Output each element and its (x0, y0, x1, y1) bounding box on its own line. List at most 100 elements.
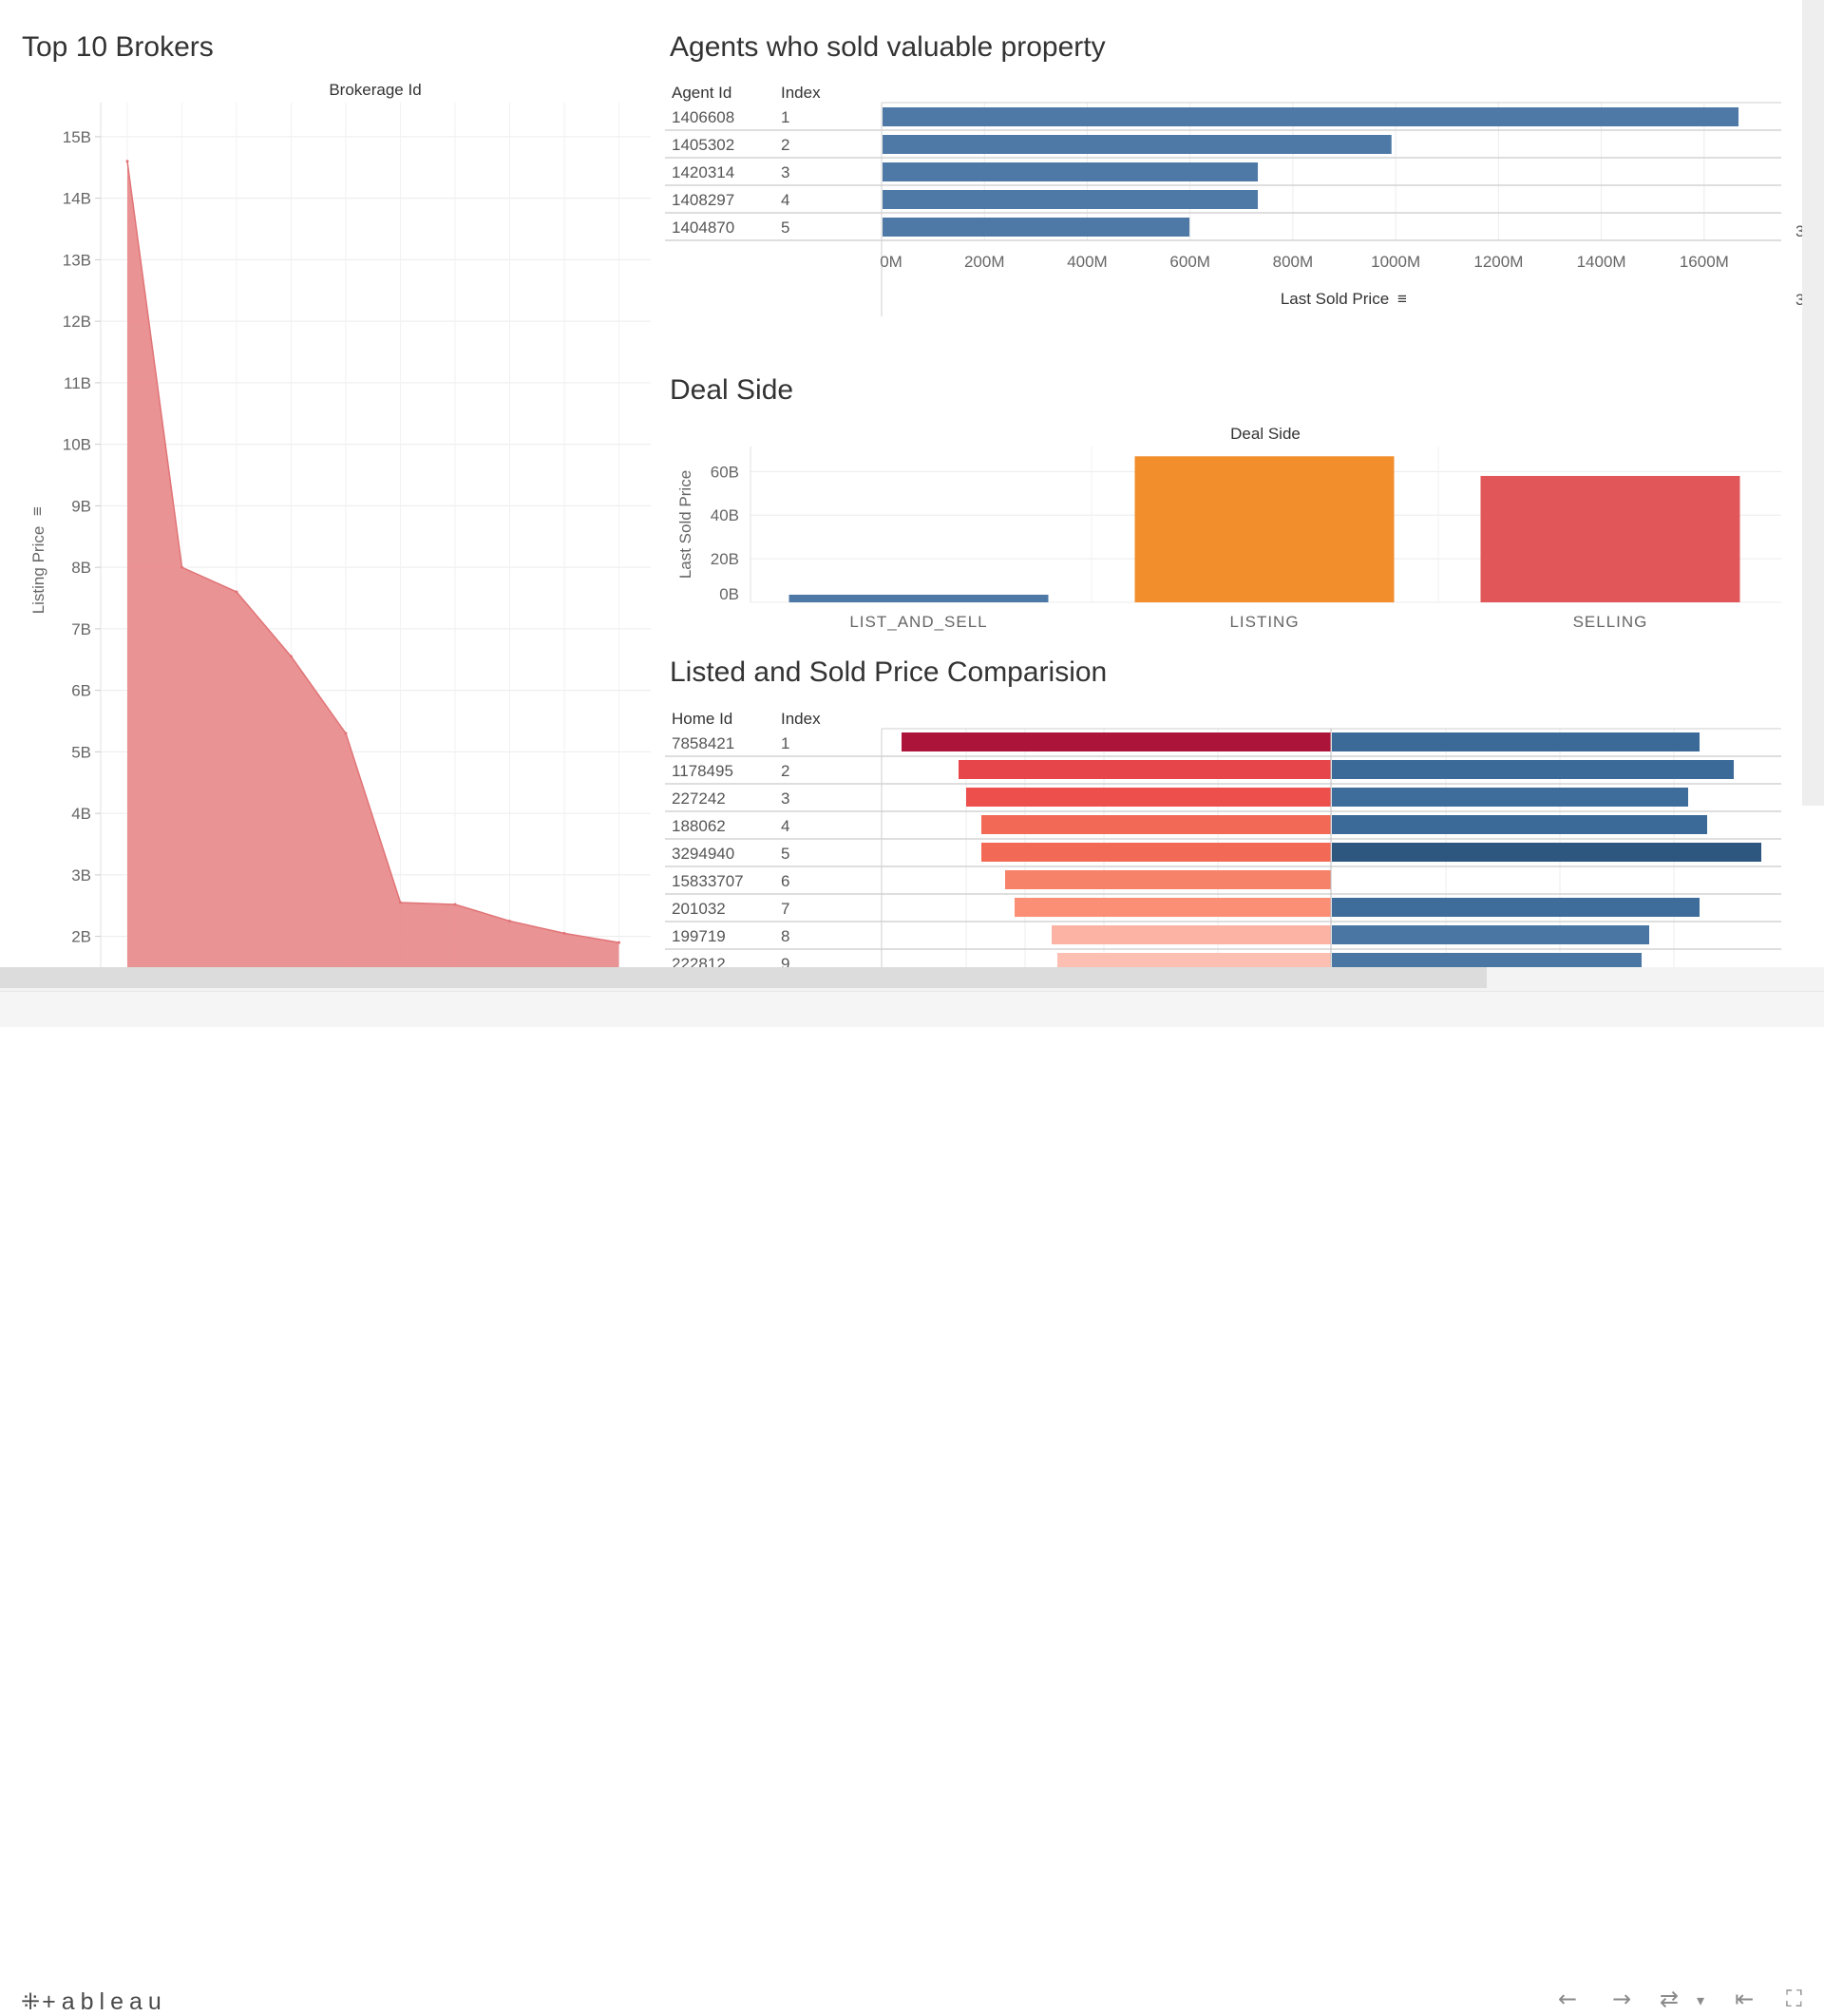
agents-x-tick-label: 800M (1273, 253, 1314, 271)
horizontal-scroll-thumb[interactable] (0, 967, 1487, 988)
agent-bar[interactable] (883, 218, 1190, 237)
agents-col-agent-id: Agent Id (672, 84, 732, 102)
agents-x-axis-label: Last Sold Price (1281, 290, 1389, 308)
brokers-data-point[interactable] (344, 732, 348, 735)
deal-column-header: Deal Side (1230, 425, 1301, 443)
brokers-data-point[interactable] (290, 655, 293, 658)
brokers-ylabel-group: Listing Price ≡ (28, 506, 48, 614)
home-index-cell: 8 (781, 927, 789, 945)
agents-x-tick-label: 400M (1067, 253, 1108, 271)
home-index-cell: 2 (781, 762, 789, 780)
home-index-cell: 3 (781, 789, 789, 808)
home-id-cell: 1178495 (672, 762, 733, 780)
brokers-data-point[interactable] (125, 160, 129, 163)
tableau-logo[interactable]: ⁜+ableau (21, 1988, 167, 2016)
sold-price-bar[interactable] (1332, 925, 1649, 944)
sort-icon[interactable]: ≡ (1397, 290, 1407, 308)
sort-icon[interactable]: ≡ (28, 506, 47, 516)
brokers-data-point[interactable] (562, 931, 566, 935)
deal-title: Deal Side (670, 374, 793, 406)
deal-y-tick-label: 20B (711, 550, 739, 568)
agent-index-cell: 3 (781, 163, 789, 181)
deal-category-label: SELLING (1573, 613, 1648, 631)
agent-bar[interactable] (883, 190, 1259, 209)
brokers-title: Top 10 Brokers (22, 31, 214, 63)
home-id-cell: 188062 (672, 817, 726, 835)
sold-price-bar[interactable] (1332, 898, 1700, 917)
brokers-y-tick-label: 4B (71, 805, 91, 823)
listed-price-bar[interactable] (959, 760, 1331, 779)
listed-price-bar[interactable] (981, 815, 1331, 834)
compare-table: 7858421 1 1178495 2 227242 3 188062 4 3294940 5 15… (665, 728, 1781, 978)
home-id-cell: 3294940 (672, 845, 734, 863)
tableau-wordmark: +ableau (42, 1988, 167, 2015)
brokers-data-point[interactable] (180, 565, 183, 569)
agent-bar[interactable] (883, 107, 1739, 126)
tableau-footer: ⁜+ableau ← → ⇄ ▾ ⇤ ⛶ (0, 991, 1824, 2015)
listed-price-bar[interactable] (902, 732, 1331, 751)
vertical-scrollbar[interactable] (1802, 0, 1824, 806)
sold-price-bar[interactable] (1332, 732, 1700, 751)
compare-col-index: Index (781, 710, 821, 728)
brokers-data-point[interactable] (508, 919, 511, 922)
brokers-data-point[interactable] (618, 941, 620, 944)
brokers-y-tick-label: 15B (63, 128, 91, 146)
brokers-data-point[interactable] (399, 901, 402, 904)
deal-bar[interactable] (1134, 456, 1395, 602)
agents-x-tick-label: 1400M (1577, 253, 1626, 271)
brokers-y-tick-label: 2B (71, 928, 91, 946)
sold-price-bar[interactable] (1332, 760, 1734, 779)
home-index-cell: 4 (781, 817, 789, 835)
agent-bar[interactable] (883, 135, 1392, 154)
listed-price-bar[interactable] (966, 788, 1331, 807)
brokers-data-point[interactable] (235, 590, 238, 594)
brokers-y-tick-label: 7B (71, 620, 91, 638)
deal-category-label: LISTING (1229, 613, 1299, 631)
fullscreen-icon[interactable]: ⛶ (1786, 1986, 1802, 2012)
redo-icon[interactable]: → (1612, 1986, 1632, 2012)
brokers-data-point[interactable] (453, 903, 457, 906)
undo-icon[interactable]: ← (1558, 1986, 1578, 2012)
sold-price-bar[interactable] (1332, 815, 1707, 834)
deal-y-ticks: 60B 40B 20B 0B (711, 463, 739, 603)
sold-price-bar[interactable] (1332, 788, 1688, 807)
brokers-y-tick-label: 9B (71, 497, 91, 515)
dashboard: Top 10 Brokers Brokerage Id Listing Pric… (22, 31, 1804, 978)
deal-y-tick-label: 60B (711, 463, 739, 481)
home-index-cell: 5 (781, 845, 789, 863)
listed-price-bar[interactable] (981, 843, 1331, 862)
deal-bar[interactable] (788, 594, 1049, 602)
brokers-y-tick-label: 11B (64, 374, 91, 392)
home-id-cell: 199719 (672, 927, 726, 945)
agents-col-index: Index (781, 84, 821, 102)
deal-bar[interactable] (1480, 475, 1740, 602)
listed-price-bar[interactable] (1015, 898, 1331, 917)
agent-bar[interactable] (883, 162, 1259, 181)
sold-price-bar[interactable] (1332, 843, 1761, 862)
home-index-cell: 6 (781, 872, 789, 890)
agent-index-cell: 1 (781, 108, 789, 126)
agent-id-cell: 1404870 (672, 219, 734, 237)
revert-menu-icon[interactable]: ▾ (1697, 1991, 1705, 2009)
agent-id-cell: 1420314 (672, 163, 734, 181)
agent-index-cell: 4 (781, 191, 789, 209)
brokers-area-series[interactable] (125, 160, 621, 967)
agents-x-tick-label: 200M (964, 253, 1005, 271)
agents-x-tick-label: 600M (1169, 253, 1210, 271)
revert-icon[interactable]: ⇄ (1660, 1986, 1680, 2012)
deal-category-label: LIST_AND_SELL (849, 613, 987, 631)
home-id-cell: 15833707 (672, 872, 744, 890)
deal-y-axis-label: Last Sold Price (676, 470, 694, 579)
brokers-y-tick-label: 12B (63, 313, 91, 331)
agents-x-tick-label: 1600M (1680, 253, 1729, 271)
agents-x-tick-label: 1000M (1371, 253, 1420, 271)
brokers-area-fill[interactable] (127, 161, 619, 967)
listed-price-bar[interactable] (1052, 925, 1331, 944)
first-page-icon[interactable]: ⇤ (1735, 1986, 1755, 2012)
deal-bars: LIST_AND_SELL LISTING SELLING (788, 456, 1740, 631)
brokers-y-tick-label: 10B (63, 436, 91, 454)
listed-price-bar[interactable] (1005, 870, 1331, 889)
tableau-mark-icon: ⁜ (21, 1989, 41, 2015)
agents-side-text: 3 (1796, 222, 1804, 240)
deal-y-tick-label: 0B (719, 585, 739, 603)
